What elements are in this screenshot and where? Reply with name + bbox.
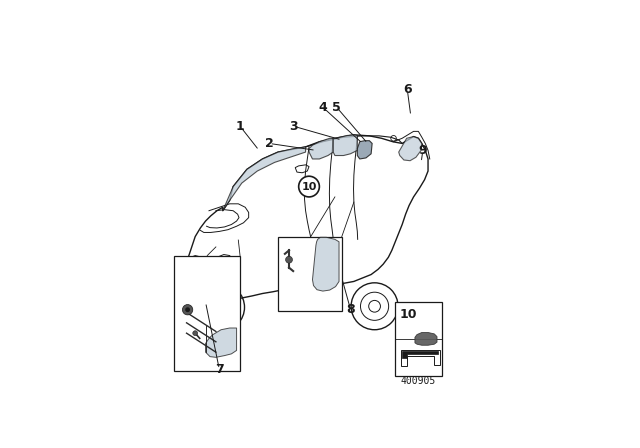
Bar [175, 255, 240, 371]
Circle shape [182, 305, 193, 315]
Polygon shape [399, 137, 422, 161]
Text: 7: 7 [215, 363, 224, 376]
Polygon shape [357, 141, 372, 159]
Circle shape [185, 307, 190, 312]
Circle shape [299, 176, 319, 197]
Polygon shape [402, 351, 438, 358]
Text: 3: 3 [289, 120, 298, 133]
Polygon shape [309, 138, 333, 159]
Polygon shape [205, 328, 237, 358]
Bar [187, 267, 209, 287]
Bar [211, 267, 232, 287]
Text: 9: 9 [419, 144, 427, 157]
Text: 2: 2 [265, 137, 274, 150]
Circle shape [285, 256, 292, 263]
Polygon shape [312, 237, 339, 291]
Bar [396, 302, 442, 376]
Circle shape [193, 331, 198, 336]
Text: 6: 6 [403, 83, 412, 96]
Text: 1: 1 [236, 120, 244, 133]
Text: 400905: 400905 [400, 375, 435, 386]
Text: 4: 4 [319, 101, 327, 114]
Bar [278, 237, 342, 311]
Text: 5: 5 [332, 101, 341, 114]
Text: 10: 10 [301, 181, 317, 192]
Text: 8: 8 [346, 302, 355, 315]
Polygon shape [333, 135, 357, 155]
Polygon shape [223, 147, 305, 211]
Text: 10: 10 [399, 308, 417, 321]
Polygon shape [415, 332, 437, 345]
